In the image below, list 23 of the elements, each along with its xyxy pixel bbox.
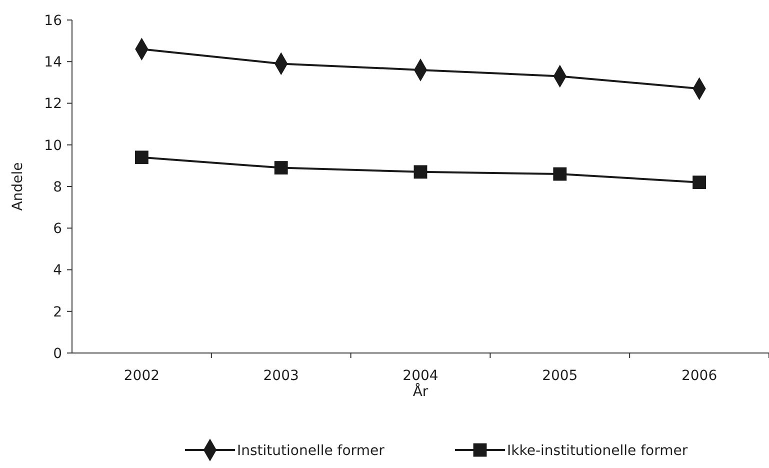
x-tick-label: 2006 — [681, 368, 718, 384]
y-axis-title: Andele — [10, 162, 26, 211]
y-tick-label: 12 — [44, 96, 62, 112]
point — [274, 161, 288, 174]
x-tick-label: 2003 — [263, 368, 299, 384]
y-tick-label: 10 — [44, 138, 62, 154]
x-axis-title: År — [412, 383, 428, 400]
point — [553, 167, 567, 181]
legend-label: Ikke-institutionelle former — [507, 442, 688, 459]
x-tick-label: 2005 — [542, 368, 578, 384]
legend-label: Institutionelle former — [237, 442, 385, 459]
y-tick-label: 6 — [53, 221, 62, 238]
point — [414, 165, 428, 179]
y-tick-label: 14 — [44, 54, 62, 71]
y-tick-label: 16 — [44, 12, 62, 29]
x-tick-label: 2004 — [402, 368, 438, 384]
y-tick-label: 4 — [53, 262, 62, 279]
point — [692, 176, 706, 190]
point — [134, 150, 148, 164]
y-tick-label: 2 — [53, 304, 62, 320]
y-tick-label: 8 — [53, 179, 62, 196]
y-tick-label: 0 — [53, 346, 62, 362]
x-tick-label: 2002 — [124, 368, 160, 384]
